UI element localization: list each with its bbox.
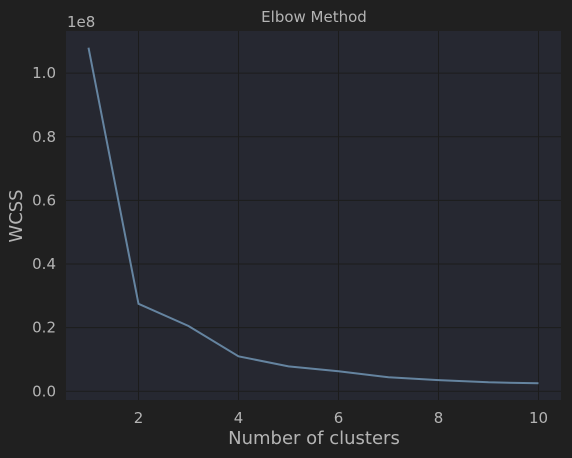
y-tick-label: 0.0 — [32, 382, 56, 400]
x-tick-label: 2 — [134, 409, 144, 427]
grid — [66, 31, 561, 400]
x-tick-label: 6 — [334, 409, 344, 427]
x-axis-label: Number of clusters — [228, 428, 400, 449]
x-tick-label: 10 — [529, 409, 548, 427]
y-tick-label: 1.0 — [32, 64, 56, 82]
chart-title: Elbow Method — [261, 8, 367, 26]
y-tick-label: 0.4 — [32, 255, 56, 273]
x-axis-ticks: 2 4 6 8 10 — [134, 409, 548, 427]
y-axis-ticks: 0.0 0.2 0.4 0.6 0.8 1.0 — [32, 64, 56, 400]
y-tick-label: 0.8 — [32, 128, 56, 146]
y-axis-label: WCSS — [6, 189, 27, 242]
x-tick-label: 4 — [234, 409, 244, 427]
y-axis-offset-text: 1e8 — [67, 13, 95, 31]
plot-area — [66, 31, 561, 400]
y-tick-label: 0.2 — [32, 319, 56, 337]
y-tick-label: 0.6 — [32, 191, 56, 209]
x-tick-label: 8 — [434, 409, 444, 427]
wcss-series-line — [87, 47, 539, 385]
